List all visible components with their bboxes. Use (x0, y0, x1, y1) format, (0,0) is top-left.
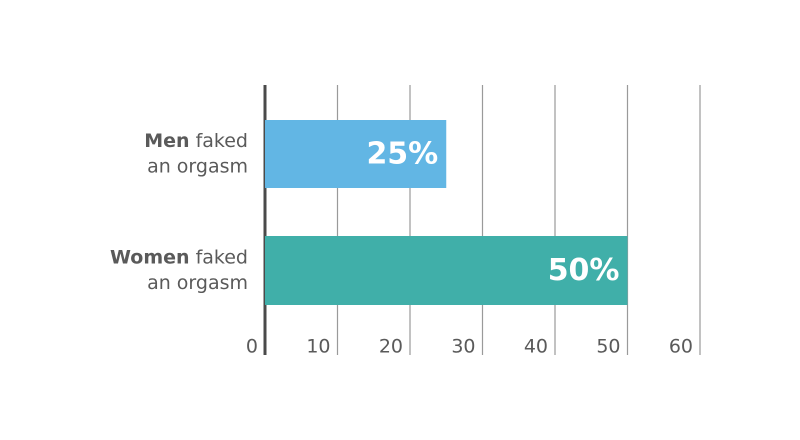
bar (265, 236, 628, 305)
value-label: 50% (548, 253, 620, 288)
x-tick-label: 60 (669, 336, 693, 358)
x-tick-label: 30 (451, 336, 475, 358)
category-label-line2: an orgasm (147, 156, 248, 178)
category-label: Women faked (110, 246, 248, 268)
x-tick-label: 0 (246, 336, 258, 358)
category-rest: faked (196, 246, 248, 268)
category-bold: Women (110, 246, 190, 268)
value-label: 25% (366, 137, 438, 172)
category-rest: faked (196, 130, 248, 152)
category-bold: Men (144, 130, 189, 152)
x-tick-label: 10 (306, 336, 330, 358)
x-tick-label: 50 (596, 336, 620, 358)
bar (265, 120, 447, 188)
category-label: Men faked (144, 130, 248, 152)
x-tick-label: 20 (379, 336, 403, 358)
category-label-line2: an orgasm (147, 272, 248, 294)
x-tick-label: 40 (524, 336, 548, 358)
